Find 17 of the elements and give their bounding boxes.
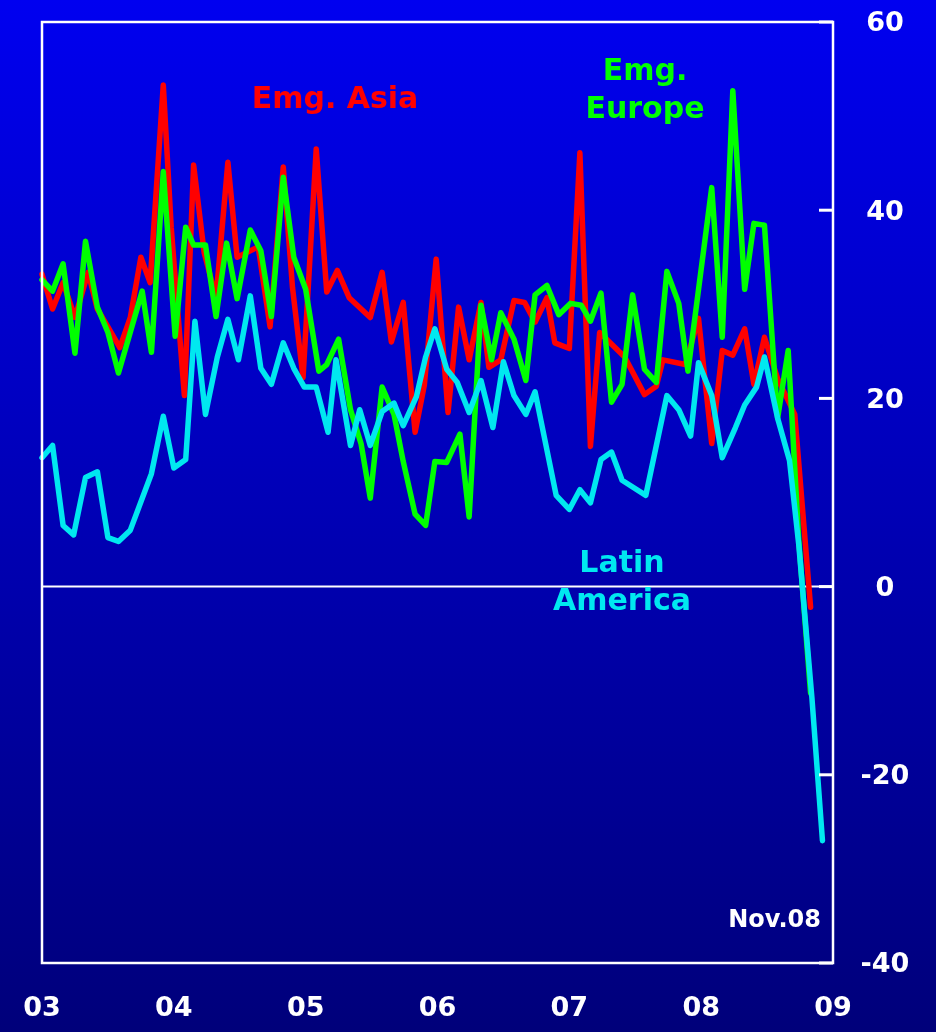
y-tick-label: 20 bbox=[866, 382, 904, 414]
y-tick-label: 60 bbox=[866, 6, 904, 38]
x-tick-label: 07 bbox=[550, 991, 589, 1022]
x-tick-label: 08 bbox=[682, 991, 720, 1022]
y-tick-label: -20 bbox=[860, 759, 910, 791]
series-label: Emg. Asia bbox=[251, 80, 419, 115]
x-tick-label: 04 bbox=[155, 991, 193, 1022]
x-tick-label: 03 bbox=[23, 991, 61, 1022]
series-label: Emg. Europe bbox=[585, 52, 705, 125]
x-tick-label: 06 bbox=[418, 991, 457, 1022]
y-tick-label: 40 bbox=[866, 194, 904, 226]
x-tick-label: 05 bbox=[286, 991, 325, 1022]
x-tick-label: 09 bbox=[814, 991, 852, 1022]
y-tick-label: 0 bbox=[875, 571, 895, 603]
series-label: Latin America bbox=[553, 544, 691, 617]
y-tick-label: -40 bbox=[860, 947, 910, 979]
annotation: Nov.08 bbox=[728, 905, 821, 933]
